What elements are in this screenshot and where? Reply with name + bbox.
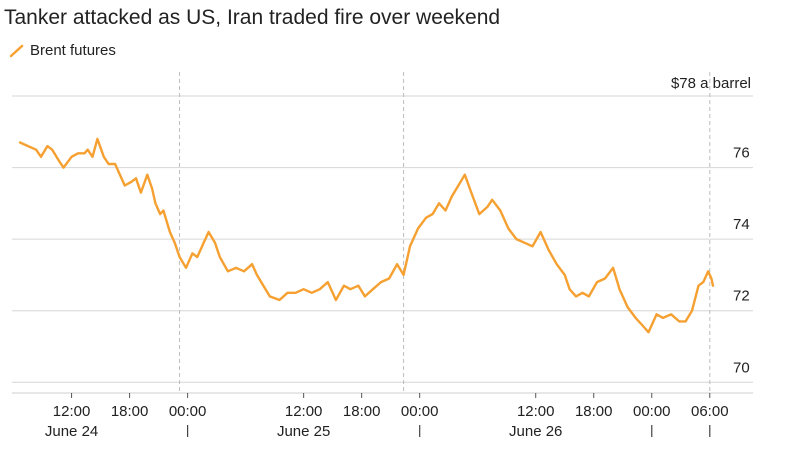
legend-line-icon <box>10 44 24 57</box>
y-tick-label: 76 <box>733 145 750 162</box>
y-tick-label: 70 <box>733 359 750 376</box>
chart-title: Tanker attacked as US, Iran traded fire … <box>4 6 501 29</box>
x-tick-label: 06:00 <box>691 403 729 420</box>
y-tick-label: 72 <box>733 288 750 305</box>
day-label: June 26 <box>509 423 562 440</box>
legend: Brent futures <box>10 42 116 59</box>
legend-label: Brent futures <box>30 42 116 59</box>
y-tick-label: $78 a barrel <box>671 75 751 92</box>
x-tick-label: 00:00 <box>633 403 671 420</box>
x-tick-label: 00:00 <box>401 403 439 420</box>
gridlines <box>12 95 753 383</box>
x-tick-label: 12:00 <box>285 403 323 420</box>
vertical-markers <box>179 72 711 393</box>
day-label: June 25 <box>277 423 330 440</box>
x-tick-label: 12:00 <box>517 403 555 420</box>
x-tick-label: 18:00 <box>575 403 613 420</box>
y-axis: $78 a barrel 76 74 72 70 <box>671 75 751 376</box>
x-tick-label: 18:00 <box>111 403 149 420</box>
x-tick-label: 00:00 <box>169 403 207 420</box>
y-tick-label: 74 <box>733 216 750 233</box>
x-tick-label: 12:00 <box>53 403 91 420</box>
series-layer <box>18 137 715 334</box>
x-tick-label: 18:00 <box>343 403 381 420</box>
day-label: June 24 <box>45 423 98 440</box>
brent-series-line <box>18 137 715 334</box>
x-axis: 12:00 18:00 00:00 12:00 18:00 00:00 12:00 18:00… <box>12 392 753 440</box>
